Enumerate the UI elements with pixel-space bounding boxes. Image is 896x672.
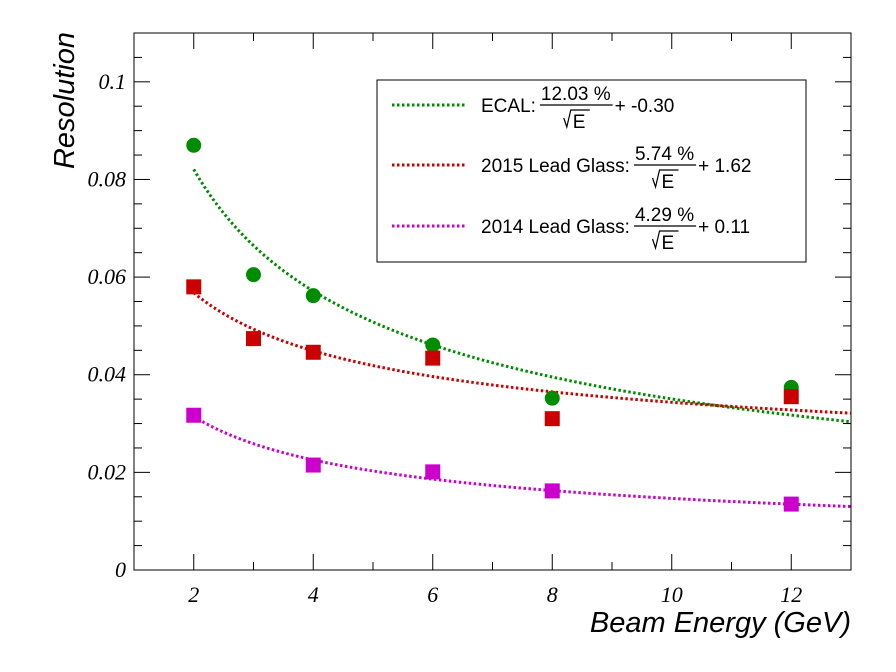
legend-constant: + 0.11 bbox=[698, 217, 750, 238]
data-point bbox=[783, 389, 799, 405]
data-point bbox=[186, 279, 202, 295]
legend-label: 2014 Lead Glass: bbox=[481, 217, 630, 238]
x-tick-label: 6 bbox=[427, 582, 438, 607]
data-point bbox=[246, 331, 261, 347]
fit-curves-layer bbox=[192, 168, 852, 509]
sqrt-sign bbox=[651, 169, 679, 190]
data-point bbox=[783, 496, 799, 512]
legend-denominator: E bbox=[662, 172, 675, 193]
x-tick-label: 2 bbox=[188, 582, 199, 607]
legend-numerator: 5.74 % bbox=[635, 144, 694, 165]
data-point bbox=[186, 137, 202, 153]
x-tick-label: 12 bbox=[780, 582, 802, 607]
legend: ECAL:12.03 % E + -0.30 2015 Lead Glass:5.7… bbox=[376, 79, 807, 263]
y-tick-label: 0.06 bbox=[88, 264, 127, 289]
y-tick-label: 0.1 bbox=[99, 69, 127, 94]
legend-numerator: 4.29 % bbox=[635, 205, 694, 226]
data-point bbox=[186, 407, 202, 423]
legend-numerator: 12.03 % bbox=[541, 84, 611, 105]
data-point bbox=[544, 411, 560, 427]
x-axis-title: Beam Energy (GeV) bbox=[590, 607, 851, 639]
data-point bbox=[305, 288, 321, 304]
x-tick-label: 10 bbox=[661, 582, 683, 607]
fit-curve bbox=[192, 415, 852, 509]
data-point bbox=[425, 464, 441, 480]
data-point bbox=[305, 344, 321, 360]
data-points-layer bbox=[186, 137, 799, 512]
legend-denominator: E bbox=[573, 112, 586, 133]
data-point bbox=[305, 457, 321, 473]
y-tick-label: 0.04 bbox=[88, 362, 127, 387]
sqrt-sign bbox=[563, 109, 590, 130]
data-point bbox=[544, 390, 560, 406]
axis-ticks-layer: 2 4 6 8 10 12 0 0.02 0.04 0.06 0.08 0.1 bbox=[88, 32, 852, 607]
legend-box bbox=[376, 79, 807, 263]
data-point bbox=[425, 337, 441, 353]
y-tick-label: 0.08 bbox=[88, 166, 127, 191]
y-axis-title: Resolution bbox=[49, 32, 81, 169]
data-point bbox=[246, 267, 261, 283]
legend-label: ECAL: bbox=[481, 96, 536, 117]
x-tick-label: 8 bbox=[547, 582, 558, 607]
sqrt-sign bbox=[651, 230, 679, 251]
y-tick-label: 0 bbox=[115, 557, 126, 582]
y-tick-label: 0.02 bbox=[88, 459, 127, 484]
legend-constant: + 1.62 bbox=[698, 156, 751, 177]
data-point bbox=[544, 483, 560, 499]
fit-curve bbox=[192, 168, 852, 424]
legend-denominator: E bbox=[662, 233, 675, 254]
x-tick-label: 4 bbox=[308, 582, 319, 607]
legend-constant: + -0.30 bbox=[615, 96, 675, 117]
legend-label: 2015 Lead Glass: bbox=[481, 156, 630, 177]
data-point bbox=[425, 350, 441, 366]
fit-curve bbox=[192, 291, 852, 415]
